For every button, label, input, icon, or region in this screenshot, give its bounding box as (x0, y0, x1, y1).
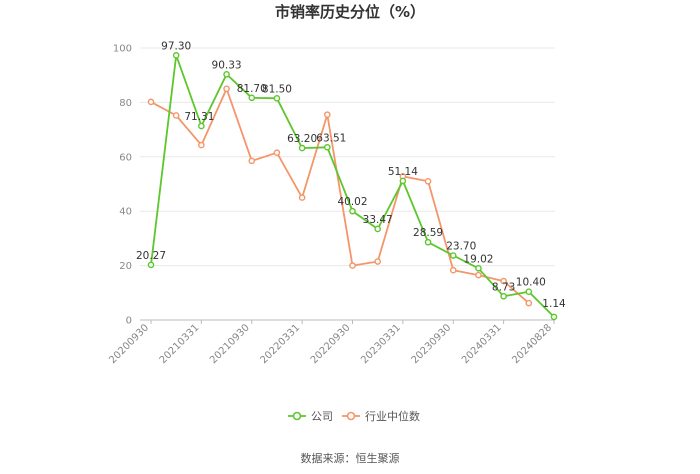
data-label: 40.02 (337, 196, 367, 208)
x-tick-label: 20200930 (107, 322, 151, 366)
x-tick-label: 20230331 (359, 322, 403, 366)
x-tick-label: 20220331 (258, 322, 302, 366)
y-tick-label: 0 (126, 316, 132, 327)
series-point-0 (298, 144, 306, 152)
data-label: 90.33 (212, 59, 242, 71)
series-point-1 (223, 85, 230, 93)
legend-item[interactable]: 公司 (288, 410, 333, 423)
series-point-0 (198, 122, 205, 130)
series-point-0 (349, 207, 356, 215)
legend-swatch-marker (292, 411, 302, 421)
data-label: 19.02 (463, 253, 493, 265)
legend-label: 行业中位数 (365, 409, 420, 423)
x-tick-label: 20240331 (460, 322, 504, 366)
data-label: 20.27 (136, 250, 166, 262)
series-point-0 (424, 238, 432, 246)
series-layer (147, 52, 558, 321)
legend[interactable]: 公司 行业中位数 (288, 409, 420, 423)
series-point-0 (525, 288, 533, 296)
series-point-1 (273, 149, 281, 157)
series-point-1 (248, 157, 256, 165)
series-point-1 (374, 258, 381, 265)
data-label: 81.70 (237, 83, 267, 95)
chart-title: 市销率历史分位（%） (275, 3, 425, 21)
data-label: 1.14 (542, 298, 566, 310)
data-label: 10.40 (516, 277, 546, 289)
series-point-0 (172, 52, 180, 59)
y-tick-label: 80 (119, 98, 132, 109)
series-point-1 (424, 177, 432, 185)
y-tick-label: 20 (119, 261, 132, 272)
series-point-1 (298, 194, 306, 201)
data-label: 51.14 (388, 166, 418, 178)
series-point-1 (147, 98, 155, 106)
data-label: 28.59 (413, 227, 443, 239)
series-point-0 (374, 225, 381, 233)
series-point-0 (223, 71, 230, 78)
series-point-1 (475, 271, 482, 279)
legend-label: 公司 (311, 410, 333, 423)
data-label: 97.30 (161, 40, 191, 52)
data-label: 81.50 (262, 83, 292, 95)
series-point-1 (449, 266, 457, 274)
series-point-1 (324, 111, 331, 118)
series-line-1 (150, 87, 530, 304)
series-point-1 (198, 141, 205, 149)
x-tick-label: 20240828 (510, 322, 554, 366)
x-tick-label: 20210930 (208, 322, 252, 366)
series-point-1 (500, 277, 507, 285)
data-source: 数据来源：恒生聚源 (301, 451, 400, 465)
series-line-0 (150, 54, 555, 318)
legend-swatch-marker (346, 411, 356, 421)
series-point-0 (449, 252, 457, 259)
series-point-0 (500, 292, 507, 300)
series-point-0 (324, 143, 331, 151)
x-tick-label: 20210331 (158, 322, 202, 366)
series-point-1 (525, 299, 533, 307)
legend-item[interactable]: 行业中位数 (342, 409, 420, 423)
series-point-0 (273, 95, 281, 102)
series-point-0 (399, 177, 407, 185)
y-tick-label: 100 (113, 44, 132, 55)
data-label: 63.20 (287, 133, 317, 145)
data-label: 71.31 (184, 111, 214, 123)
series-point-0 (550, 313, 558, 321)
series-point-0 (475, 264, 482, 272)
series-point-0 (147, 261, 155, 269)
data-label: 8.73 (492, 281, 515, 293)
series-point-1 (172, 112, 180, 119)
data-label: 33.47 (363, 214, 393, 226)
series-point-1 (349, 262, 356, 269)
grid (140, 47, 555, 267)
data-label: 23.70 (446, 241, 476, 253)
y-tick-label: 40 (119, 207, 132, 218)
series-point-0 (248, 94, 256, 102)
data-label: 63.51 (316, 132, 346, 144)
x-tick-label: 20220930 (309, 322, 353, 366)
x-tick-label: 20230930 (410, 322, 454, 366)
y-tick-label: 60 (119, 152, 132, 163)
